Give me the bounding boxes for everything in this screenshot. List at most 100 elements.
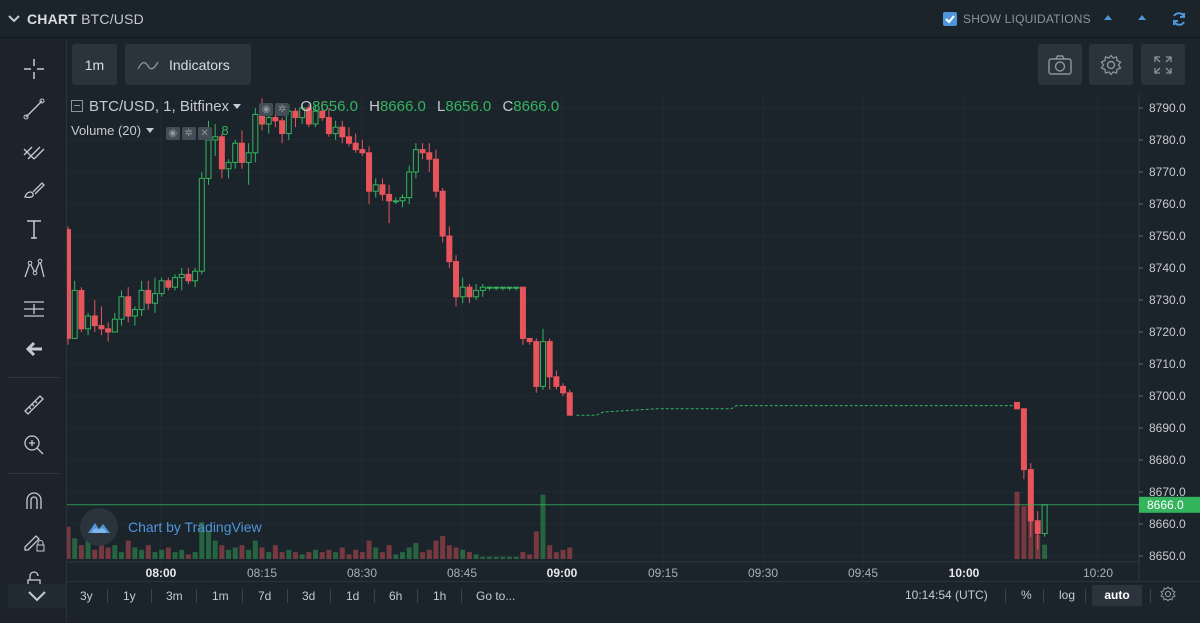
caret-down-icon[interactable] [146, 128, 155, 133]
range-7d[interactable]: 7d [258, 589, 272, 603]
volume-bar [333, 552, 339, 559]
price-tick-label: 8680.0 [1149, 453, 1186, 467]
price-tick-label: 8750.0 [1149, 229, 1186, 243]
volume-bar [406, 547, 412, 559]
eye-icon[interactable]: ◉ [165, 127, 180, 140]
volume-bar [560, 549, 566, 559]
chevron-down-icon[interactable] [7, 12, 21, 26]
range-1m[interactable]: 1m [212, 589, 229, 603]
candle [299, 104, 306, 124]
interval-button[interactable]: 1m [72, 44, 117, 85]
move-up-icon[interactable] [1104, 15, 1112, 20]
remove-icon[interactable]: ✕ [197, 127, 212, 140]
utc-clock[interactable]: 10:14:54 (UTC) [905, 588, 988, 602]
eye-icon[interactable]: ◉ [259, 103, 274, 116]
collapse-toolbar-button[interactable] [8, 584, 66, 608]
liquidations-label[interactable]: SHOW LIQUIDATIONS [963, 12, 1091, 26]
brush-icon[interactable] [18, 173, 50, 205]
volume-bar [500, 556, 506, 559]
volume-bar [226, 549, 232, 559]
volume-bar [446, 545, 452, 559]
candle-body [279, 120, 286, 135]
range-3y[interactable]: 3y [80, 589, 93, 603]
candle [566, 389, 573, 416]
crosshair-icon[interactable] [18, 53, 50, 85]
candle-body [265, 117, 272, 125]
pattern-icon[interactable] [18, 253, 50, 285]
price-tick-label: 8670.0 [1149, 485, 1186, 499]
symbol-label[interactable]: BTC/USD, 1, Bitfinex [89, 98, 230, 115]
settings-mini-icon[interactable]: ✲ [181, 127, 196, 140]
lock-drawing-icon[interactable] [18, 525, 50, 557]
ruler-icon[interactable] [18, 389, 50, 421]
candle-body [379, 184, 386, 195]
tradingview-watermark[interactable]: Chart by TradingView [80, 508, 262, 546]
range-separator [107, 589, 108, 603]
percent-scale-toggle[interactable]: % [1021, 588, 1032, 602]
pitchfork-icon[interactable] [18, 133, 50, 165]
collapse-legend-icon[interactable] [71, 100, 83, 112]
candle [292, 108, 299, 128]
fullscreen-icon [1154, 55, 1172, 74]
snapshot-button[interactable] [1038, 44, 1082, 85]
candle [218, 133, 225, 179]
candle [91, 300, 98, 332]
range-3d[interactable]: 3d [302, 589, 316, 603]
candle [439, 188, 446, 243]
fullscreen-button[interactable] [1141, 44, 1185, 85]
high-value: 8666.0 [379, 98, 426, 115]
price-tick-label: 8650.0 [1149, 549, 1186, 563]
candle-body [125, 296, 132, 317]
settings-mini-icon[interactable]: ✲ [275, 103, 290, 116]
volume-bar [286, 549, 292, 559]
range-6h[interactable]: 6h [389, 589, 403, 603]
candle [426, 143, 433, 172]
auto-scale-toggle[interactable]: auto [1092, 585, 1142, 606]
caret-down-icon[interactable] [233, 104, 242, 109]
candle [493, 286, 500, 291]
range-1h[interactable]: 1h [433, 589, 447, 603]
candle-body [192, 270, 199, 282]
volume-bar [460, 549, 466, 559]
candle-body [473, 289, 480, 298]
range-separator [1085, 589, 1086, 603]
gear-icon[interactable] [1160, 586, 1176, 602]
candle-body [386, 193, 393, 202]
candle-body [172, 277, 179, 288]
volume-bar [339, 547, 345, 559]
magnet-icon[interactable] [18, 485, 50, 517]
goto-button[interactable]: Go to... [476, 589, 516, 603]
candle [105, 322, 112, 342]
trend-line-icon[interactable] [18, 93, 50, 125]
candle [305, 104, 312, 128]
range-3m[interactable]: 3m [166, 589, 183, 603]
candle-body [486, 286, 493, 289]
volume-bar [272, 545, 278, 559]
back-arrow-icon[interactable] [18, 333, 50, 365]
volume-label[interactable]: Volume (20) [71, 123, 142, 138]
volume-bar [379, 552, 385, 559]
time-tick-label: 09:00 [547, 566, 578, 580]
text-icon[interactable] [18, 213, 50, 245]
collapse-up-icon[interactable] [1138, 15, 1146, 20]
candle [339, 120, 346, 144]
candle-body [158, 280, 165, 295]
refresh-icon[interactable] [1171, 11, 1187, 27]
candle-body [71, 289, 78, 339]
liquidations-checkbox[interactable] [943, 12, 957, 26]
candle [399, 194, 406, 208]
volume-bar [420, 552, 426, 559]
candle [386, 184, 393, 224]
time-tick-label: 08:15 [247, 566, 277, 580]
log-scale-toggle[interactable]: log [1059, 588, 1076, 602]
settings-button[interactable] [1089, 44, 1133, 85]
range-separator [461, 589, 462, 603]
indicators-button[interactable]: Indicators [125, 44, 251, 85]
measure-lines-icon[interactable] [18, 293, 50, 325]
candle-body [198, 177, 205, 272]
last-price-badge [1139, 496, 1200, 513]
range-1d[interactable]: 1d [346, 589, 360, 603]
zoom-in-icon[interactable] [18, 429, 50, 461]
range-1y[interactable]: 1y [123, 589, 136, 603]
candle-body [399, 197, 406, 202]
